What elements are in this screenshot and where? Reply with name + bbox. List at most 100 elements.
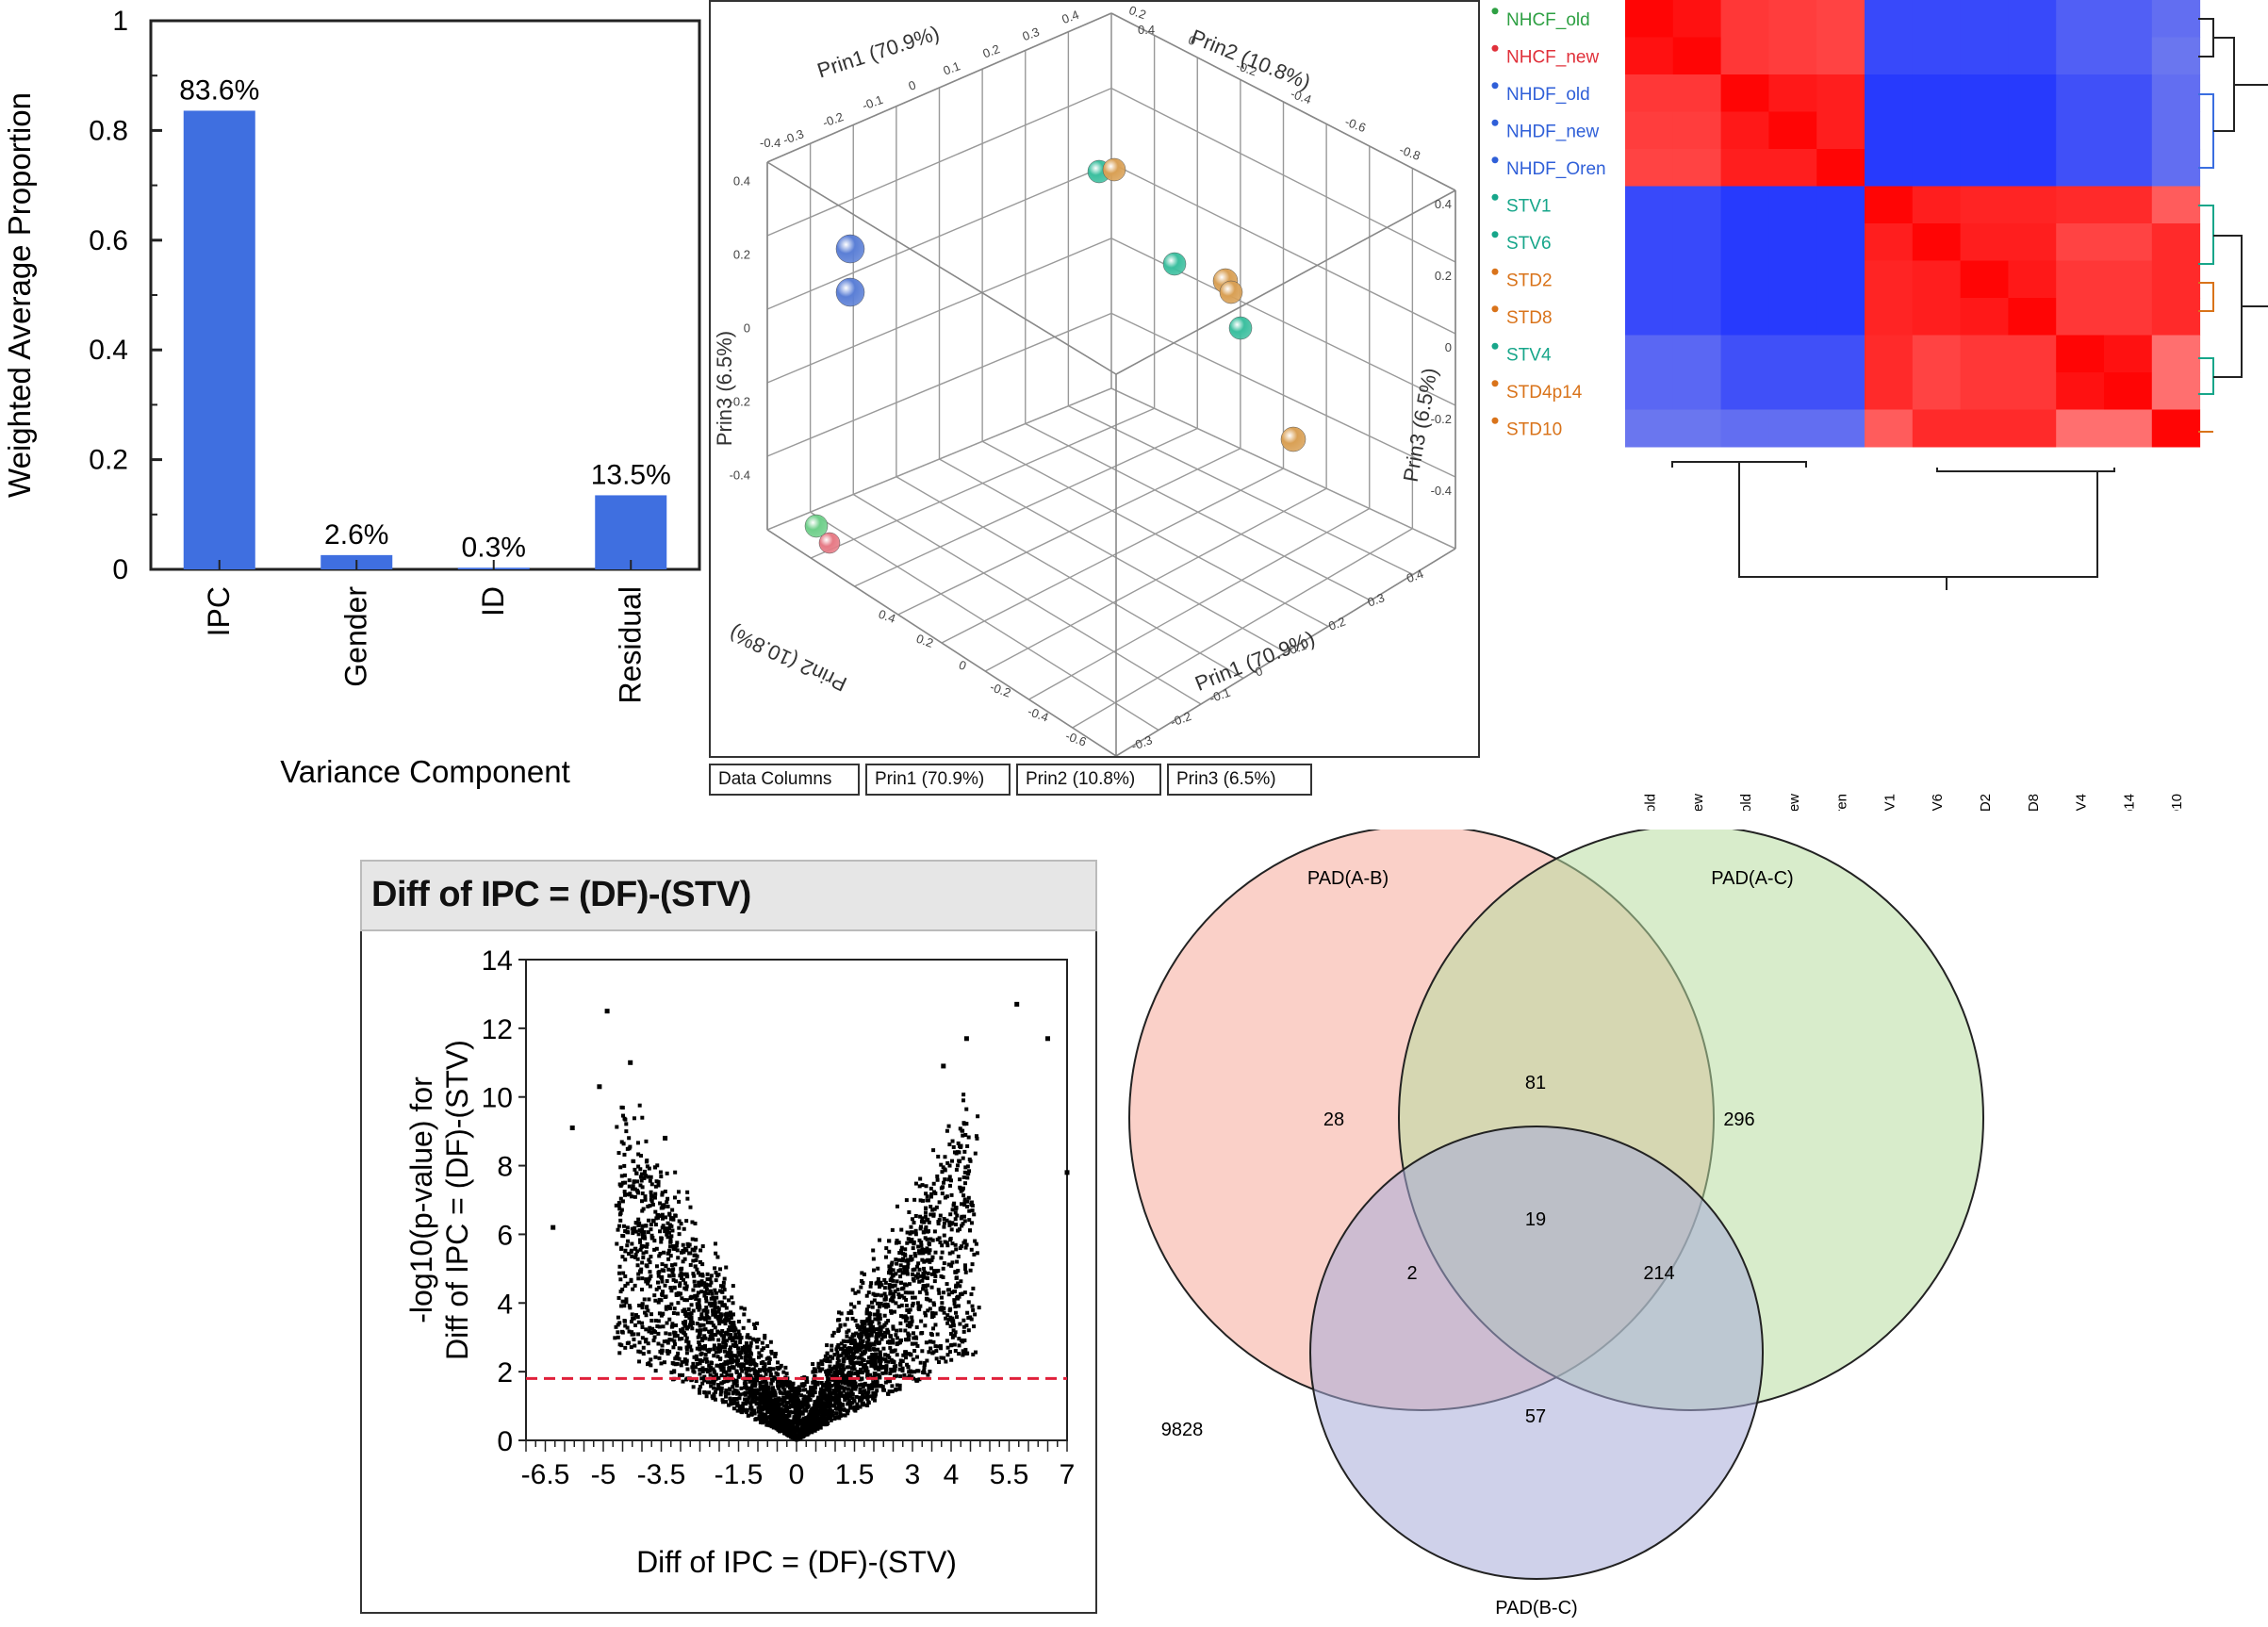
volcano-point — [850, 1385, 855, 1389]
box-edge — [766, 161, 1117, 375]
volcano-point — [773, 1425, 778, 1430]
volcano-point — [746, 1413, 750, 1418]
volcano-point — [667, 1349, 672, 1354]
volcano-point — [846, 1411, 850, 1416]
volcano-point — [865, 1403, 870, 1407]
volcano-point — [935, 1177, 940, 1182]
pca-tick-label: -0.4 — [760, 136, 781, 150]
volcano-point — [937, 1200, 942, 1205]
volcano-point — [912, 1251, 917, 1256]
volcano-point — [935, 1237, 940, 1241]
volcano-point — [929, 1205, 933, 1209]
volcano-point — [698, 1361, 702, 1366]
volcano-point — [961, 1329, 966, 1334]
volcano-point — [657, 1356, 662, 1360]
volcano-point — [858, 1343, 863, 1348]
volcano-point — [928, 1307, 932, 1311]
volcano-point — [872, 1342, 877, 1347]
volcano-point — [741, 1401, 746, 1405]
pca-tick-label: -0.2 — [821, 109, 846, 130]
volcano-point — [946, 1262, 951, 1267]
pca-tick-label: -0.8 — [1398, 142, 1422, 163]
volcano-point — [777, 1378, 781, 1383]
volcano-point — [968, 1268, 973, 1273]
volcano-point — [676, 1290, 681, 1295]
x-tick-label: ID — [476, 586, 510, 616]
venn-count-b-only: 296 — [1723, 1109, 1754, 1130]
volcano-point — [950, 1208, 955, 1212]
volcano-point — [957, 1337, 961, 1341]
volcano-point — [902, 1295, 907, 1300]
volcano-point — [620, 1287, 625, 1291]
pca-point-orange — [1280, 426, 1307, 452]
volcano-point — [765, 1420, 770, 1424]
volcano-point — [630, 1226, 634, 1231]
volcano-point — [762, 1368, 766, 1372]
volcano-point — [875, 1356, 879, 1360]
pca-tab[interactable]: Data Columns — [709, 764, 860, 796]
volcano-point — [682, 1298, 687, 1303]
volcano-point — [947, 1288, 952, 1292]
volcano-point — [898, 1362, 903, 1367]
volcano-point — [653, 1355, 658, 1359]
volcano-point — [886, 1239, 891, 1243]
volcano-point — [917, 1290, 922, 1294]
volcano-point — [882, 1297, 887, 1302]
pca-tab[interactable]: Prin3 (6.5%) — [1167, 764, 1312, 796]
volcano-point — [940, 1250, 945, 1255]
volcano-point — [686, 1324, 691, 1329]
volcano-point — [830, 1333, 835, 1338]
y-tick-label: 1 — [112, 6, 128, 37]
volcano-point — [932, 1279, 937, 1284]
volcano-point — [640, 1336, 645, 1340]
volcano-point — [924, 1207, 929, 1211]
volcano-point — [890, 1295, 895, 1300]
volcano-point — [702, 1293, 707, 1298]
volcano-point — [1014, 1001, 1020, 1007]
volcano-point — [898, 1358, 903, 1363]
volcano-point — [872, 1312, 877, 1317]
volcano-point — [638, 1175, 643, 1179]
volcano-point — [739, 1356, 744, 1360]
volcano-point — [750, 1337, 755, 1341]
volcano-point — [925, 1358, 929, 1363]
volcano-point — [683, 1281, 688, 1286]
heatmap-cell — [1816, 111, 1865, 150]
venn-count-c-only: 57 — [1525, 1406, 1546, 1427]
volcano-point — [669, 1234, 674, 1239]
volcano-point — [804, 1403, 809, 1407]
volcano-point — [823, 1406, 828, 1411]
volcano-point — [618, 1290, 623, 1294]
volcano-point — [929, 1285, 934, 1290]
volcano-point — [801, 1428, 806, 1433]
volcano-point — [791, 1381, 796, 1386]
volcano-point — [692, 1274, 697, 1278]
volcano-point — [792, 1390, 797, 1395]
volcano-point — [961, 1324, 966, 1329]
heatmap-cell — [1865, 223, 1914, 261]
volcano-point — [895, 1373, 899, 1378]
volcano-point — [691, 1258, 696, 1263]
volcano-point — [792, 1417, 797, 1422]
volcano-point — [660, 1192, 665, 1197]
volcano-point — [836, 1358, 841, 1363]
pca-tab[interactable]: Prin1 (70.9%) — [865, 764, 1011, 796]
pca-tab[interactable]: Prin2 (10.8%) — [1016, 764, 1161, 796]
volcano-point — [706, 1291, 711, 1296]
volcano-point — [790, 1385, 795, 1389]
volcano-point — [698, 1390, 702, 1395]
volcano-point — [966, 1300, 971, 1305]
volcano-point — [908, 1240, 912, 1244]
volcano-point — [633, 1343, 637, 1348]
volcano-point — [730, 1295, 734, 1300]
volcano-point — [631, 1287, 635, 1291]
volcano-point — [963, 1245, 968, 1250]
volcano-point — [718, 1331, 723, 1336]
heatmap-cell — [1816, 260, 1865, 299]
volcano-point — [698, 1346, 702, 1351]
volcano-point — [887, 1268, 892, 1273]
volcano-point — [680, 1276, 684, 1281]
volcano-point — [865, 1374, 870, 1379]
volcano-point — [802, 1398, 807, 1403]
